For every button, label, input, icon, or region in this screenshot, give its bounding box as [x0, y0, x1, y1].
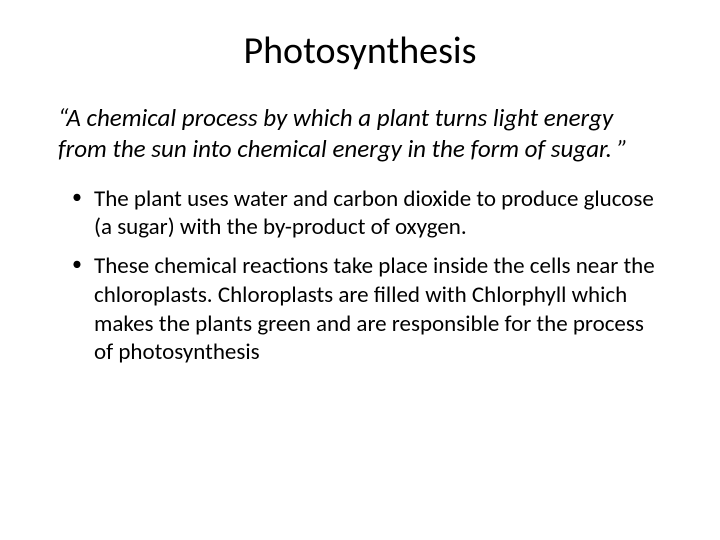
bullet-list: The plant uses water and carbon dioxide … — [50, 185, 670, 368]
definition-text: “A chemical process by which a plant tur… — [50, 102, 670, 165]
slide-container: Photosynthesis “A chemical process by wh… — [0, 0, 720, 540]
list-item: The plant uses water and carbon dioxide … — [94, 185, 670, 243]
list-item: These chemical reactions take place insi… — [94, 252, 670, 367]
slide-title: Photosynthesis — [50, 28, 670, 74]
